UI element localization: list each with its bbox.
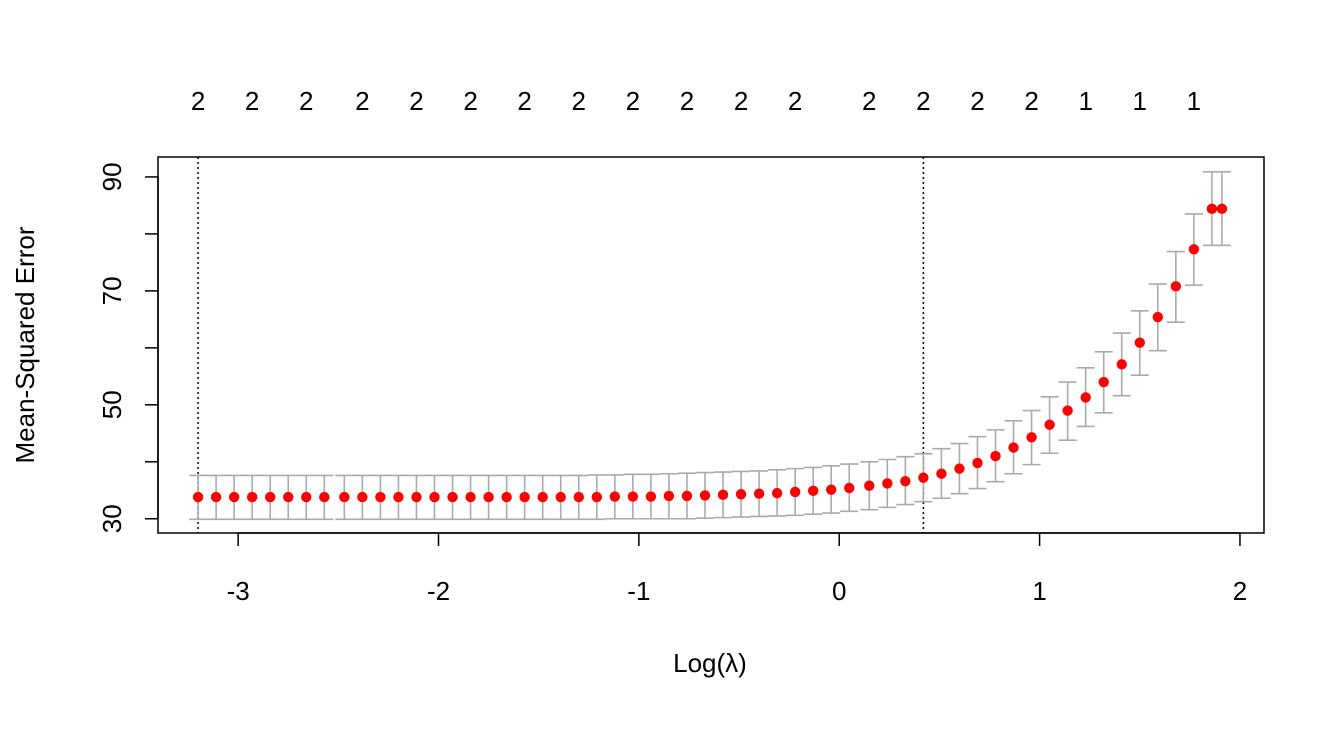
point-31 — [753, 488, 765, 499]
top-label-13: 2 — [916, 86, 930, 116]
top-label-6: 2 — [517, 86, 531, 116]
point-24 — [627, 491, 639, 502]
point-39 — [900, 475, 911, 487]
point-25 — [645, 491, 657, 502]
top-label-3: 2 — [355, 86, 369, 116]
y-tick-label-3: 90 — [97, 162, 127, 191]
top-label-2: 2 — [299, 86, 313, 116]
y-tick-label-0: 30 — [97, 504, 127, 533]
y-axis-title: Mean-Squared Error — [10, 226, 40, 463]
point-1 — [210, 491, 222, 503]
point-33 — [789, 486, 801, 498]
x-axis: -3 -2 -1 0 1 2 — [227, 532, 1247, 606]
point-54 — [1170, 281, 1182, 292]
point-36 — [844, 482, 855, 494]
point-23 — [609, 491, 621, 502]
point-53 — [1152, 311, 1164, 323]
data-points — [192, 203, 1228, 503]
x-axis-title: Log(λ) — [673, 648, 747, 678]
top-label-11: 2 — [788, 86, 802, 116]
error-bars — [189, 171, 1231, 521]
point-34 — [807, 485, 819, 497]
point-12 — [411, 491, 422, 503]
point-0 — [192, 491, 204, 503]
point-40 — [918, 472, 929, 483]
point-2 — [228, 491, 240, 503]
point-10 — [375, 491, 386, 503]
top-label-16: 1 — [1078, 86, 1092, 116]
point-30 — [735, 489, 747, 500]
point-44 — [990, 450, 1001, 462]
point-20 — [555, 491, 566, 503]
point-47 — [1044, 419, 1055, 430]
point-7 — [319, 491, 330, 503]
point-6 — [301, 491, 312, 503]
point-46 — [1026, 432, 1037, 443]
point-15 — [465, 491, 476, 503]
point-5 — [283, 491, 294, 503]
point-41 — [936, 468, 947, 479]
x-tick-label-1: -2 — [427, 576, 450, 606]
y-tick-label-1: 50 — [97, 390, 127, 419]
point-18 — [519, 491, 530, 503]
point-17 — [501, 491, 512, 503]
point-57 — [1216, 203, 1228, 215]
top-label-9: 2 — [680, 86, 694, 116]
y-tick-label-2: 70 — [97, 276, 127, 305]
top-label-12: 2 — [862, 86, 876, 116]
point-26 — [663, 490, 675, 502]
point-8 — [339, 491, 350, 503]
point-28 — [699, 490, 711, 501]
point-49 — [1080, 392, 1091, 403]
point-37 — [864, 480, 875, 491]
x-tick-label-2: -1 — [627, 576, 650, 606]
x-tick-label-4: 1 — [1032, 576, 1046, 606]
top-label-18: 1 — [1187, 86, 1201, 116]
point-3 — [246, 491, 258, 503]
top-label-1: 2 — [245, 86, 259, 116]
top-label-8: 2 — [626, 86, 640, 116]
top-label-10: 2 — [734, 86, 748, 116]
point-4 — [265, 491, 276, 503]
top-label-14: 2 — [970, 86, 984, 116]
top-label-0: 2 — [191, 86, 205, 116]
point-21 — [573, 491, 584, 503]
point-55 — [1188, 244, 1200, 255]
x-tick-label-3: 0 — [832, 576, 846, 606]
point-9 — [357, 491, 368, 503]
point-45 — [1008, 442, 1019, 453]
point-43 — [972, 457, 983, 469]
top-axis-labels: 2 2 2 2 2 2 2 2 2 2 2 2 2 2 2 2 1 1 1 — [191, 86, 1201, 116]
top-label-5: 2 — [463, 86, 477, 116]
point-51 — [1116, 359, 1127, 370]
top-label-7: 2 — [572, 86, 586, 116]
point-19 — [537, 491, 548, 503]
point-14 — [447, 491, 458, 503]
point-48 — [1062, 405, 1073, 416]
x-tick-label-5: 2 — [1233, 576, 1247, 606]
point-13 — [429, 491, 440, 503]
point-50 — [1098, 376, 1109, 388]
x-tick-label-0: -3 — [227, 576, 250, 606]
point-35 — [826, 484, 837, 495]
top-label-17: 1 — [1133, 86, 1147, 116]
point-22 — [591, 491, 602, 503]
point-38 — [882, 478, 893, 489]
point-16 — [483, 491, 494, 503]
point-56 — [1206, 203, 1218, 215]
point-27 — [681, 490, 693, 502]
point-42 — [954, 463, 965, 474]
top-label-15: 2 — [1024, 86, 1038, 116]
y-axis: 30 50 70 90 — [97, 162, 159, 533]
point-32 — [771, 487, 783, 499]
top-label-4: 2 — [409, 86, 423, 116]
point-11 — [393, 491, 404, 503]
point-29 — [717, 489, 729, 501]
point-52 — [1134, 337, 1145, 348]
